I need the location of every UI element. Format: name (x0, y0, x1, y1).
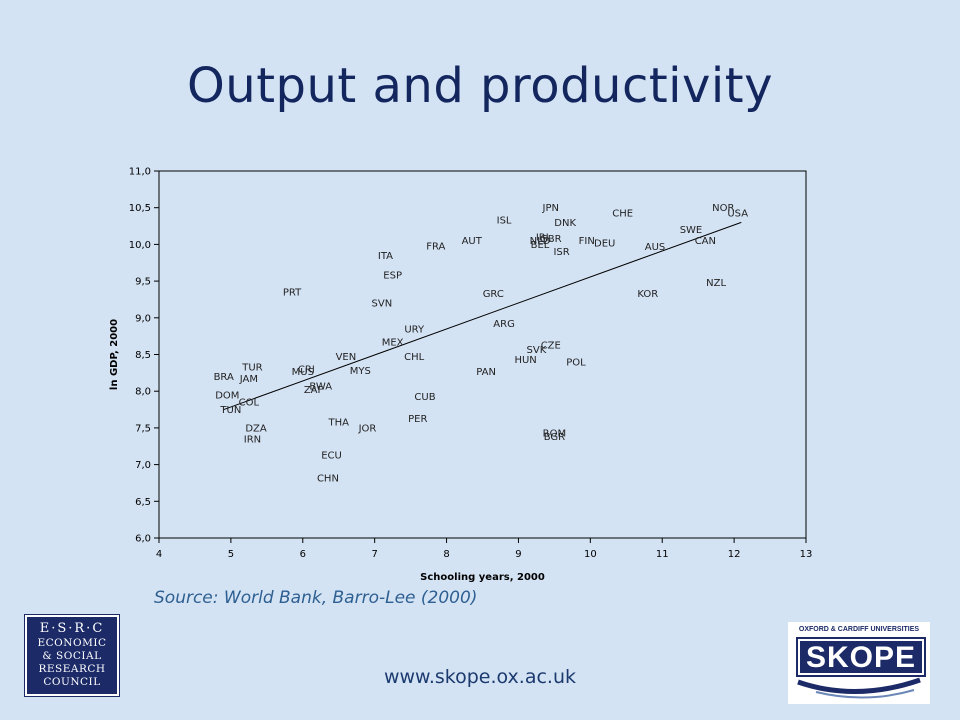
point-label: MYS (350, 366, 371, 377)
point-label: KOR (637, 289, 658, 300)
skope-logo-universities: OXFORD & CARDIFF UNIVERSITIES (798, 626, 920, 633)
point-label: URY (404, 324, 425, 335)
point-label: DEU (594, 238, 615, 249)
point-label: USA (727, 208, 748, 219)
point-label: POL (566, 357, 586, 368)
point-label: ECU (321, 451, 342, 462)
esrc-logo: E·S·R·C ECONOMIC & SOCIAL RESEARCH COUNC… (24, 614, 120, 697)
point-label: AUT (462, 236, 483, 247)
point-label: GBR (540, 234, 562, 245)
x-tick-label: 4 (156, 549, 162, 560)
x-tick-label: 5 (228, 549, 234, 560)
point-label: CHN (317, 473, 339, 484)
point-label: CUB (414, 392, 435, 403)
point-label: TUN (219, 405, 241, 416)
point-label: ISL (497, 216, 512, 227)
skope-swoosh-icon (797, 677, 921, 699)
y-tick-label: 7,0 (135, 460, 151, 471)
point-label: GRC (483, 289, 504, 300)
x-tick-label: 8 (443, 549, 449, 560)
y-tick-label: 6,5 (135, 497, 151, 508)
x-tick-label: 11 (656, 549, 669, 560)
point-label: FIN (579, 236, 595, 247)
point-label: MUS (292, 367, 314, 378)
y-tick-label: 9,5 (135, 277, 151, 288)
point-label: PRT (283, 288, 302, 299)
y-tick-label: 6,0 (135, 534, 151, 545)
point-label: NOR (712, 203, 734, 214)
point-label: CHE (612, 208, 633, 219)
point-label: COL (239, 398, 260, 409)
point-label: PAN (476, 367, 496, 378)
point-label: ROM (543, 429, 566, 440)
source-note: Source: World Bank, Barro-Lee (2000) (154, 588, 478, 608)
esrc-logo-line: E·S·R·C (39, 621, 105, 636)
y-tick-label: 7,5 (135, 423, 151, 434)
point-label: SVK (527, 345, 547, 356)
x-tick-label: 10 (584, 549, 597, 560)
plot-area (158, 170, 807, 539)
skope-logo-word: SKOPE (805, 641, 917, 674)
point-label: THA (327, 418, 349, 429)
point-label: NLD (530, 236, 551, 247)
x-tick-label: 13 (800, 549, 813, 560)
point-label: DNK (554, 218, 576, 229)
point-label: IRL (536, 233, 552, 244)
point-label: MEX (382, 338, 404, 349)
point-label: IRN (244, 434, 261, 445)
point-label: FRA (426, 241, 445, 252)
esrc-logo-line: ECONOMIC (37, 637, 107, 649)
esrc-logo-line: & SOCIAL (42, 650, 102, 662)
point-label: BEL (531, 240, 550, 251)
esrc-logo-line: RESEARCH (38, 663, 106, 675)
x-tick-label: 6 (300, 549, 306, 560)
point-label: JPN (542, 203, 559, 214)
point-label: ISR (553, 247, 569, 258)
y-tick-label: 10,0 (129, 240, 151, 251)
point-label: VEN (336, 352, 357, 363)
point-label: ZAF (304, 385, 324, 396)
point-label: JOR (358, 423, 377, 434)
y-tick-label: 10,5 (129, 203, 151, 214)
skope-logo-box: SKOPE (796, 637, 926, 677)
scatter-chart: 4 5 6 7 8 9 10 11 12 13 6,0 6,5 7,0 7,5 8,0 8,5 9,0 9,5 10… (109, 167, 813, 584)
y-tick-label: 8,0 (135, 387, 151, 398)
point-label: NZL (706, 278, 726, 289)
x-tick-label: 12 (728, 549, 741, 560)
y-tick-label: 8,5 (135, 350, 151, 361)
point-label: BWA (309, 382, 332, 393)
point-label: TUR (241, 362, 262, 373)
point-label: HUN (514, 355, 536, 366)
y-tick-label: 9,0 (135, 313, 151, 324)
point-label: BGR (544, 432, 565, 443)
point-label: ITA (378, 251, 393, 262)
y-axis-label: ln GDP, 2000 (109, 319, 120, 390)
point-label: CRI (298, 365, 315, 376)
x-axis-label: Schooling years, 2000 (420, 572, 545, 583)
point-label: ARG (493, 319, 515, 330)
point-label: DZA (245, 423, 267, 434)
trend-line (223, 221, 742, 411)
skope-logo: OXFORD & CARDIFF UNIVERSITIES SKOPE (788, 622, 930, 704)
point-label: CHL (404, 352, 425, 363)
esrc-logo-line: COUNCIL (43, 676, 101, 688)
point-label: DOM (215, 390, 239, 401)
x-tick-label: 9 (515, 549, 521, 560)
website-link[interactable]: www.skope.ox.ac.uk (383, 666, 577, 688)
point-label: SWE (680, 225, 703, 236)
slide-title: Output and productivity (187, 58, 773, 114)
point-label: CAN (695, 236, 716, 247)
y-tick-label: 11,0 (129, 167, 151, 178)
point-label: JAM (239, 374, 258, 385)
point-label: AUS (645, 242, 666, 253)
x-tick-label: 7 (371, 549, 377, 560)
point-label: SVN (372, 299, 393, 310)
point-label: CZE (541, 340, 561, 351)
point-label: PER (408, 414, 427, 425)
point-label: BRA (214, 372, 234, 383)
point-label: ESP (383, 271, 402, 282)
